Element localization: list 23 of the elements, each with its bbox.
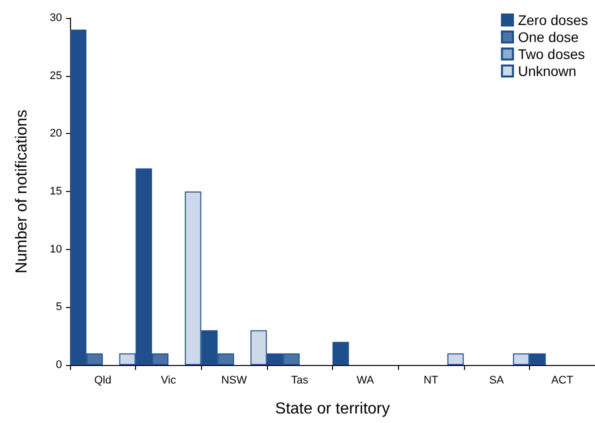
bar <box>332 342 349 365</box>
x-tick-label: Vic <box>160 374 176 386</box>
x-tick-label: Tas <box>291 374 309 386</box>
y-tick-label: 20 <box>50 128 62 140</box>
x-tick-label: SA <box>489 374 505 386</box>
y-tick-label: 0 <box>56 359 62 371</box>
legend-label: Two doses <box>518 46 585 62</box>
y-tick-label: 15 <box>50 186 62 198</box>
x-tick-label: NSW <box>221 374 248 386</box>
x-axis-title: State or territory <box>275 400 390 418</box>
y-tick-label: 30 <box>50 12 62 24</box>
x-tick-label: WA <box>356 374 375 386</box>
x-tick-label: NT <box>424 374 439 386</box>
legend-label: Unknown <box>518 63 576 79</box>
bar <box>447 353 464 365</box>
y-tick-label: 25 <box>50 70 62 82</box>
legend-label: Zero doses <box>518 12 588 28</box>
y-tick-label: 5 <box>56 301 62 314</box>
x-tick-label: ACT <box>551 374 574 386</box>
x-tick-label: Qld <box>94 374 112 386</box>
legend-label: One dose <box>518 29 579 45</box>
y-axis-title: Number of notifications <box>14 110 30 274</box>
y-tick-label: 10 <box>50 243 62 256</box>
